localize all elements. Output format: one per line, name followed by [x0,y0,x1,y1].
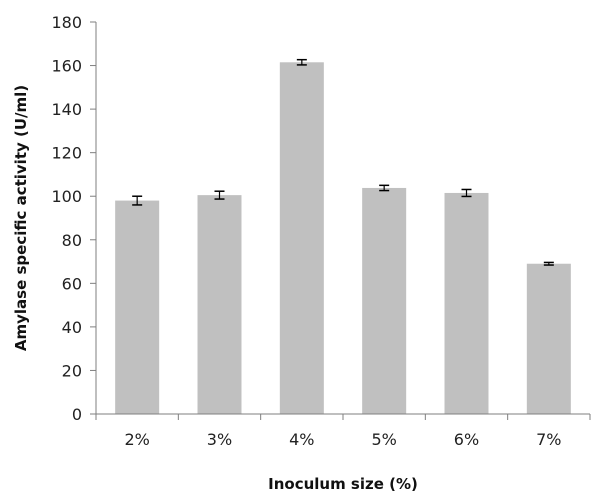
x-tick-label: 4% [289,430,314,449]
y-axis-ticks: 0 20 40 60 80 100 120 140 160 180 [51,13,96,424]
bar [362,187,407,414]
x-tick-label: 6% [454,430,479,449]
y-tick-label: 80 [62,231,82,250]
x-axis-ticks: 2% 3% 4% 5% 6% 7% [95,414,591,449]
bar [526,263,571,414]
y-tick-label: 180 [51,13,82,32]
y-tick-label: 20 [62,361,82,380]
bars [115,62,571,415]
y-tick-label: 120 [51,144,82,163]
y-tick-label: 140 [51,100,82,119]
y-tick-label: 0 [72,405,82,424]
error-bar [461,188,472,198]
error-bar [379,184,390,192]
bar [279,62,324,415]
error-bar [296,58,307,66]
y-tick-label: 60 [62,274,82,293]
y-tick-label: 160 [51,57,82,76]
bar [444,192,489,414]
error-bar [543,261,554,266]
x-tick-label: 7% [536,430,561,449]
error-bar [132,195,143,206]
x-tick-label: 5% [371,430,396,449]
bar [197,195,242,414]
x-axis-title: Inoculum size (%) [268,475,418,493]
error-bars [132,58,554,266]
y-tick-label: 100 [51,187,82,206]
y-tick-label: 40 [62,318,82,337]
y-axis-title: Amylase specific activity (U/ml) [12,85,30,351]
bar [115,200,160,414]
error-bar [214,190,225,200]
x-tick-label: 2% [124,430,149,449]
x-tick-label: 3% [207,430,232,449]
